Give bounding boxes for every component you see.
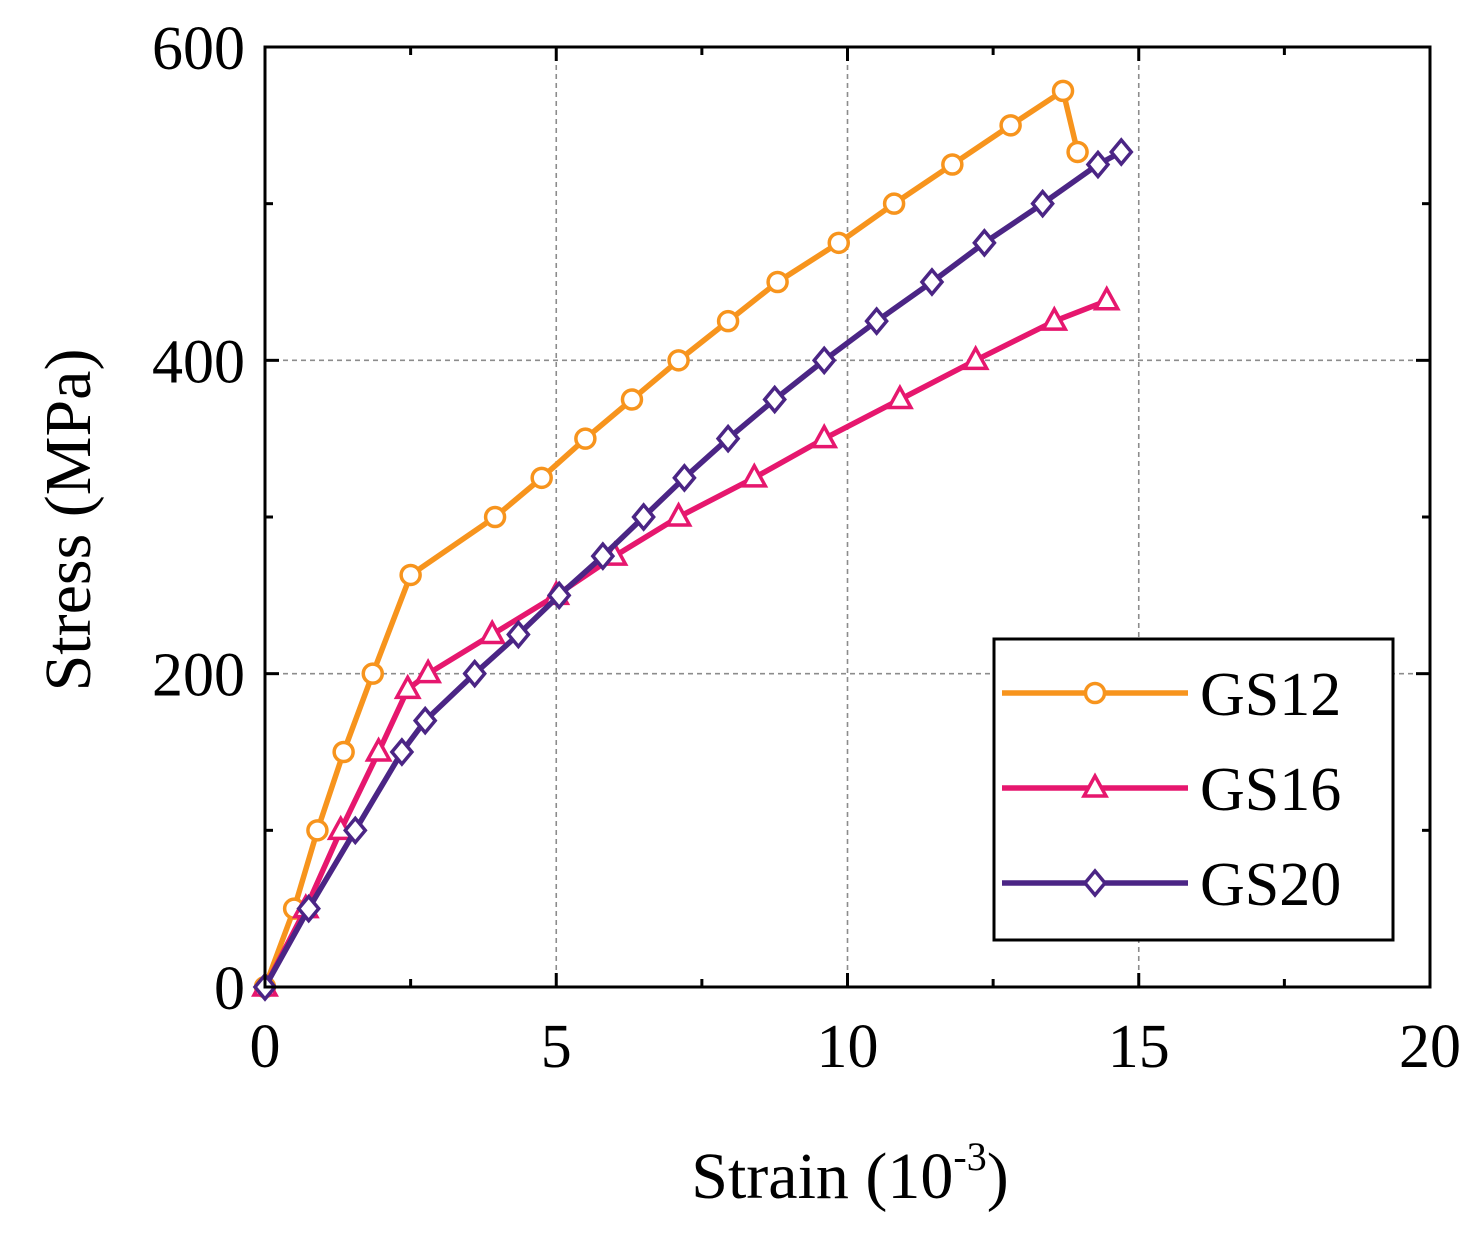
data-point-gs20 — [811, 345, 837, 376]
x-tick-label: 5 — [541, 1013, 572, 1081]
data-point-gs12 — [399, 563, 422, 587]
data-point-gs16 — [478, 618, 507, 645]
y-tick-label: 0 — [214, 955, 245, 1023]
data-point-gs16 — [364, 736, 393, 762]
y-axis-title: Stress (MPa) — [32, 349, 105, 692]
data-point-gs20 — [590, 541, 616, 571]
data-point-gs20 — [672, 463, 697, 493]
x-axis-title-superscript: -3 — [953, 1134, 986, 1179]
data-point-gs20 — [412, 705, 438, 736]
data-point-gs16 — [414, 658, 443, 684]
data-point-gs12 — [941, 153, 964, 176]
data-point-gs12 — [306, 819, 329, 842]
x-tick-label: 0 — [250, 1013, 281, 1081]
data-point-gs12 — [574, 427, 597, 450]
data-point-gs20 — [1030, 188, 1055, 219]
x-tick-label: 20 — [1399, 1013, 1461, 1081]
y-tick-label: 600 — [152, 15, 245, 83]
data-point-gs20 — [864, 306, 889, 336]
legend-label-gs20: GS20 — [1200, 851, 1341, 919]
axis-ticks — [263, 45, 1432, 989]
legend-marker-gs16 — [1081, 772, 1109, 798]
data-point-gs20 — [296, 893, 321, 924]
legend-item-gs20: GS20 — [1002, 851, 1341, 919]
data-point-gs20 — [389, 737, 415, 767]
data-point-gs20 — [631, 502, 656, 532]
y-tick-label: 400 — [152, 328, 245, 396]
series-gs20 — [252, 137, 1134, 1002]
data-point-gs20 — [546, 580, 572, 611]
data-point-gs16 — [961, 344, 990, 371]
data-point-gs16 — [1040, 305, 1069, 331]
data-point-gs16 — [885, 383, 914, 410]
data-point-gs16 — [1092, 285, 1121, 311]
data-point-gs12 — [483, 505, 507, 529]
x-axis-title-main: Strain (10 — [691, 1140, 953, 1213]
data-point-gs20 — [762, 384, 787, 415]
data-point-gs16 — [393, 673, 422, 700]
legend-label-gs12: GS12 — [1200, 661, 1341, 729]
x-tick-label: 15 — [1108, 1013, 1170, 1081]
data-point-gs20 — [462, 658, 487, 689]
data-point-gs12 — [882, 192, 906, 215]
data-point-gs20 — [919, 267, 945, 297]
data-point-gs20 — [506, 619, 531, 650]
data-point-gs12 — [766, 270, 789, 294]
data-point-gs12 — [716, 309, 740, 333]
legend: GS12 GS16 GS20 — [992, 637, 1395, 942]
legend-marker-gs12 — [1083, 681, 1107, 705]
data-point-gs12 — [1051, 79, 1075, 103]
legend-marker-gs20 — [1082, 868, 1108, 898]
series-layer — [251, 79, 1134, 1002]
data-point-gs16 — [664, 501, 693, 527]
data-point-gs12 — [667, 349, 690, 372]
data-point-gs12 — [999, 114, 1022, 137]
data-point-gs20 — [343, 815, 368, 846]
series-line-gs16 — [262, 298, 1108, 989]
legend-item-gs16: GS16 — [1002, 756, 1341, 824]
data-point-gs16 — [740, 462, 769, 488]
data-point-gs12 — [332, 740, 355, 764]
legend-item-gs12: GS12 — [1002, 661, 1341, 729]
x-tick-label: 10 — [817, 1013, 879, 1081]
legend-label-gs16: GS16 — [1200, 756, 1341, 824]
data-point-gs16 — [810, 423, 839, 449]
x-axis-title: Strain (10-3) — [691, 1134, 1008, 1213]
data-point-gs12 — [620, 388, 644, 411]
data-point-gs12 — [1066, 140, 1089, 164]
data-point-gs12 — [361, 662, 385, 685]
x-axis-title-close: ) — [987, 1140, 1009, 1213]
y-tick-label: 200 — [152, 642, 245, 710]
data-point-gs20 — [715, 423, 741, 454]
data-point-gs20 — [1108, 137, 1134, 167]
data-point-gs20 — [1085, 149, 1111, 180]
data-point-gs12 — [827, 231, 851, 255]
data-point-gs12 — [530, 466, 553, 490]
data-point-gs20 — [972, 228, 997, 258]
